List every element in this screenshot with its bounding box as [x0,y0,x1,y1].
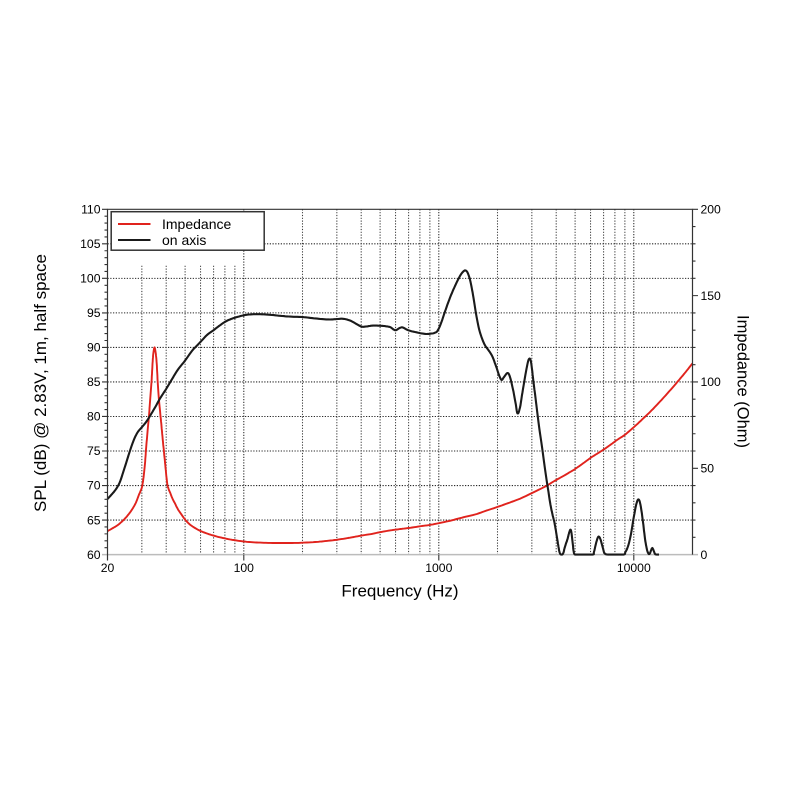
svg-text:95: 95 [87,306,101,320]
svg-text:1000: 1000 [425,561,452,575]
svg-text:110: 110 [81,203,101,217]
svg-text:100: 100 [701,375,722,389]
svg-text:100: 100 [80,272,101,286]
svg-text:85: 85 [87,375,101,389]
svg-text:Frequency (Hz): Frequency (Hz) [341,582,458,601]
svg-text:200: 200 [701,203,722,217]
svg-text:75: 75 [87,444,101,458]
svg-text:60: 60 [87,548,101,562]
svg-text:Impedance: Impedance [162,216,231,232]
svg-text:150: 150 [701,289,722,303]
svg-text:0: 0 [701,548,708,562]
svg-text:70: 70 [87,479,101,493]
svg-text:100: 100 [234,561,255,575]
svg-text:90: 90 [87,341,101,355]
svg-text:20: 20 [101,561,115,575]
svg-text:10000: 10000 [617,561,651,575]
svg-text:Impedance (Ohm): Impedance (Ohm) [734,315,752,448]
svg-text:SPL (dB) @ 2.83V, 1m, half spa: SPL (dB) @ 2.83V, 1m, half space [31,254,50,512]
svg-text:65: 65 [87,513,101,527]
svg-text:80: 80 [87,410,101,424]
svg-text:on axis: on axis [162,232,206,248]
svg-text:105: 105 [80,237,101,251]
svg-text:50: 50 [701,462,715,476]
